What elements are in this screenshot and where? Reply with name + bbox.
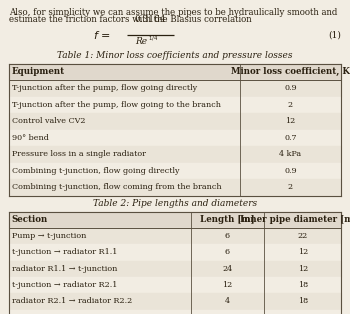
Text: Pressure loss in a single radiator: Pressure loss in a single radiator	[12, 150, 146, 158]
Text: 0.3164: 0.3164	[135, 15, 166, 24]
Text: 12: 12	[298, 248, 308, 257]
Bar	[9, 113, 341, 130]
Text: Inner pipe diameter [mm]: Inner pipe diameter [mm]	[239, 215, 350, 224]
Bar	[9, 97, 341, 113]
Text: 0.9: 0.9	[284, 84, 297, 92]
Text: 0.9: 0.9	[284, 167, 297, 175]
Text: 18: 18	[298, 297, 308, 306]
Text: 4 kPa: 4 kPa	[279, 150, 302, 158]
Bar	[9, 179, 341, 196]
Text: Control valve CV2: Control valve CV2	[12, 117, 85, 125]
Bar	[9, 261, 341, 277]
Bar	[9, 146, 341, 163]
Text: estimate the friction factors with the Blasius correlation: estimate the friction factors with the B…	[9, 15, 251, 24]
Text: $^{1/4}$: $^{1/4}$	[148, 37, 159, 45]
Text: Equipment: Equipment	[12, 68, 65, 77]
Text: 0.7: 0.7	[284, 134, 297, 142]
Text: T-junction after the pump, flow going directly: T-junction after the pump, flow going di…	[12, 84, 197, 92]
Text: radiator R1.1 → t-junction: radiator R1.1 → t-junction	[12, 265, 117, 273]
Text: Minor loss coefficient, K: Minor loss coefficient, K	[231, 68, 350, 77]
Text: Section: Section	[12, 215, 48, 224]
Text: Re: Re	[135, 37, 148, 46]
Text: Combining t-junction, flow coming from the branch: Combining t-junction, flow coming from t…	[12, 183, 221, 191]
Bar	[9, 163, 341, 179]
Text: 4: 4	[225, 297, 230, 306]
Text: t-junction → radiator R2.1: t-junction → radiator R2.1	[12, 281, 117, 289]
Text: 18: 18	[298, 281, 308, 289]
Text: Also, for simplicity we can assume the pipes to be hydraulically smooth and: Also, for simplicity we can assume the p…	[9, 8, 337, 17]
Bar	[9, 293, 341, 310]
Bar	[9, 228, 341, 244]
Bar	[9, 310, 341, 314]
Text: 24: 24	[222, 265, 233, 273]
Bar	[9, 212, 341, 228]
Text: Pump → t-junction: Pump → t-junction	[12, 232, 86, 240]
Text: 90° bend: 90° bend	[12, 134, 48, 142]
Text: 2: 2	[288, 183, 293, 191]
Text: t-junction → radiator R1.1: t-junction → radiator R1.1	[12, 248, 117, 257]
Bar	[9, 64, 341, 80]
Text: $\mathit{f}$ =: $\mathit{f}$ =	[93, 29, 111, 41]
Bar	[9, 130, 341, 146]
Bar	[9, 80, 341, 97]
Text: 22: 22	[298, 232, 308, 240]
Text: Length [m]: Length [m]	[200, 215, 255, 224]
Text: 6: 6	[225, 232, 230, 240]
Text: 12: 12	[298, 265, 308, 273]
Text: 12: 12	[285, 117, 296, 125]
Text: radiator R2.1 → radiator R2.2: radiator R2.1 → radiator R2.2	[12, 297, 132, 306]
Text: Table 1: Minor loss coefficients and pressure losses: Table 1: Minor loss coefficients and pre…	[57, 51, 293, 60]
Text: 6: 6	[225, 248, 230, 257]
Text: (1): (1)	[328, 31, 341, 40]
Text: 12: 12	[222, 281, 233, 289]
Text: 2: 2	[288, 101, 293, 109]
Text: T-junction after the pump, flow going to the branch: T-junction after the pump, flow going to…	[12, 101, 220, 109]
Text: Table 2: Pipe lengths and diameters: Table 2: Pipe lengths and diameters	[93, 198, 257, 208]
Bar	[9, 244, 341, 261]
Bar	[9, 277, 341, 293]
Text: Combining t-junction, flow going directly: Combining t-junction, flow going directl…	[12, 167, 179, 175]
